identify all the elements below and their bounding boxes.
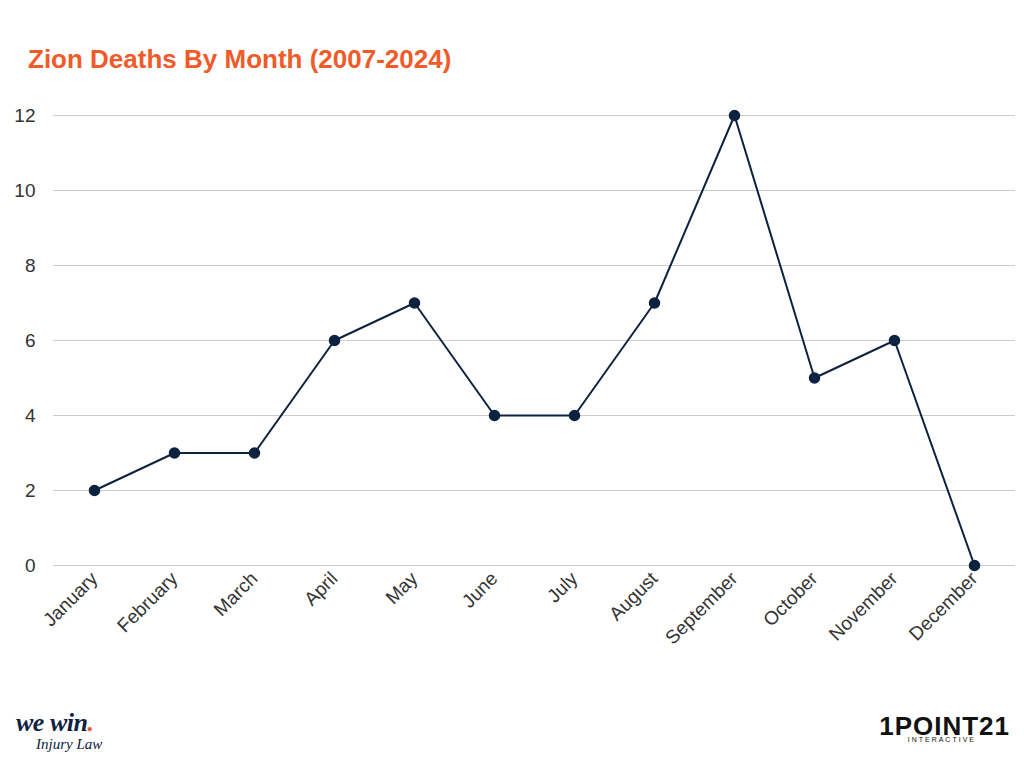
svg-text:12: 12 xyxy=(14,105,35,126)
svg-text:0: 0 xyxy=(25,555,36,576)
html-text:Injury Law: Injury Law xyxy=(36,736,103,752)
svg-text:January: January xyxy=(39,567,102,630)
svg-text:June: June xyxy=(458,568,502,612)
html-text:we win.: we win. xyxy=(16,708,94,737)
svg-text:April: April xyxy=(300,568,342,610)
svg-text:8: 8 xyxy=(25,255,36,276)
svg-text:February: February xyxy=(113,567,182,636)
html-text:INTERACTIVE: INTERACTIVE xyxy=(907,736,976,743)
svg-text:6: 6 xyxy=(25,330,36,351)
svg-text:4: 4 xyxy=(25,405,36,426)
svg-text:10: 10 xyxy=(14,180,35,201)
svg-text:May: May xyxy=(381,567,422,608)
svg-text:2: 2 xyxy=(25,480,36,501)
svg-text:October: October xyxy=(759,567,822,630)
html-text:1POINT21: 1POINT21 xyxy=(879,711,1010,741)
html-text:Zion Deaths By Month (2007-202: Zion Deaths By Month (2007-2024) xyxy=(28,44,452,74)
svg-text:December: December xyxy=(905,567,982,644)
svg-text:March: March xyxy=(209,568,261,620)
svg-text:July: July xyxy=(543,567,582,606)
svg-text:August: August xyxy=(605,567,662,624)
svg-text:November: November xyxy=(825,567,902,644)
svg-text:September: September xyxy=(661,567,742,648)
